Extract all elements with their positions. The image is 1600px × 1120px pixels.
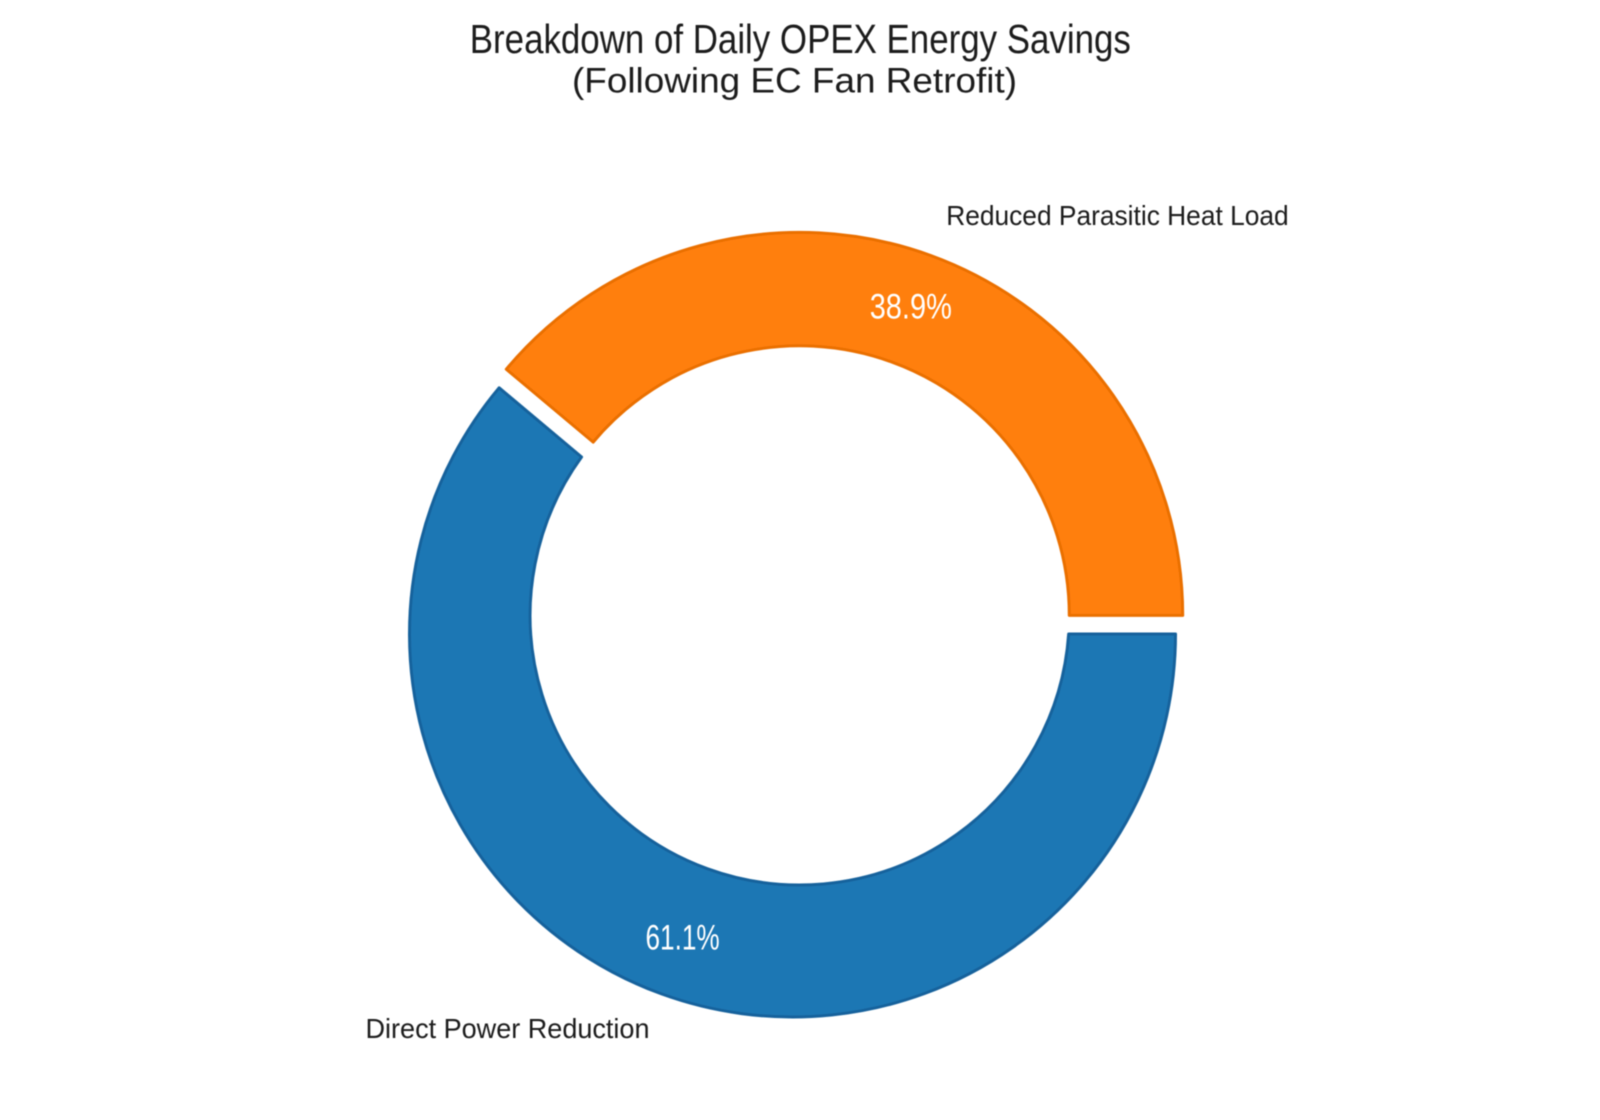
svg-text:Reduced Parasitic Heat Load: Reduced Parasitic Heat Load [946, 199, 1288, 231]
svg-text:Breakdown of Daily OPEX Energy: Breakdown of Daily OPEX Energy Savings [470, 16, 1131, 62]
svg-text:38.9%: 38.9% [870, 287, 952, 326]
svg-text:61.1%: 61.1% [646, 919, 720, 958]
svg-text:Direct Power Reduction: Direct Power Reduction [366, 1012, 650, 1044]
svg-text:(Following EC Fan Retrofit): (Following EC Fan Retrofit) [572, 61, 1017, 100]
